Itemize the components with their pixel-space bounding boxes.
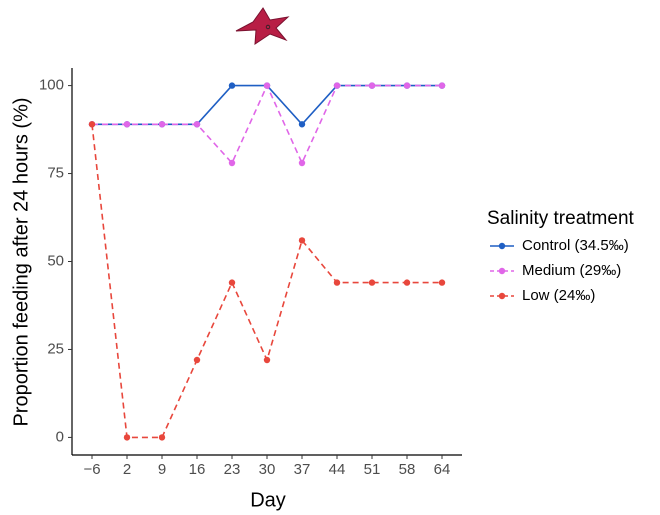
data-point [368,82,376,89]
data-point [263,356,271,364]
data-point [228,159,236,167]
data-point [403,279,411,286]
data-point [123,121,131,128]
data-point [158,121,166,128]
data-point [123,434,131,441]
data-point [193,356,201,364]
x-tick-label: 2 [123,461,131,478]
y-tick-label: 100 [39,77,64,94]
data-point [298,237,306,244]
series-line [92,84,442,126]
data-point [368,279,376,286]
x-tick-label: 58 [399,461,416,478]
legend-label: Medium (29‰) [522,262,621,279]
data-point [438,279,446,286]
legend-key-point [498,267,506,275]
data-point [333,279,341,286]
data-point [228,82,236,89]
data-point [88,121,96,128]
data-point [158,434,166,441]
x-tick-label: 37 [294,461,311,478]
y-tick-label: 75 [47,165,64,182]
starfish-icon [235,7,290,45]
x-axis-label: Day [250,489,286,511]
data-point [193,121,201,128]
data-point [228,279,236,286]
x-tick-label: 44 [329,461,346,478]
data-point [438,82,446,89]
data-point [298,159,306,167]
y-tick-label: 50 [47,252,64,269]
legend-key-point [498,292,506,300]
legend-label: Low (24‰) [522,287,595,304]
data-point [333,82,341,89]
data-point [298,121,306,128]
series-line [92,83,442,165]
series-line [91,124,442,439]
y-axis-label: Proportion feeding after 24 hours (%) [10,97,32,426]
x-tick-label: 64 [434,461,451,478]
data-point [403,82,411,89]
data-point [263,82,271,89]
x-tick-label: −6 [83,461,100,478]
y-tick-label: 25 [47,340,64,357]
legend-key-point [498,242,506,250]
y-tick-label: 0 [56,428,64,445]
x-tick-label: 16 [189,461,206,478]
legend-title: Salinity treatment [487,208,635,229]
legend-label: Control (34.5‰) [522,237,629,254]
x-tick-label: 51 [364,461,381,478]
x-tick-label: 9 [158,461,166,478]
x-tick-label: 30 [259,461,276,478]
x-tick-label: 23 [224,461,241,478]
